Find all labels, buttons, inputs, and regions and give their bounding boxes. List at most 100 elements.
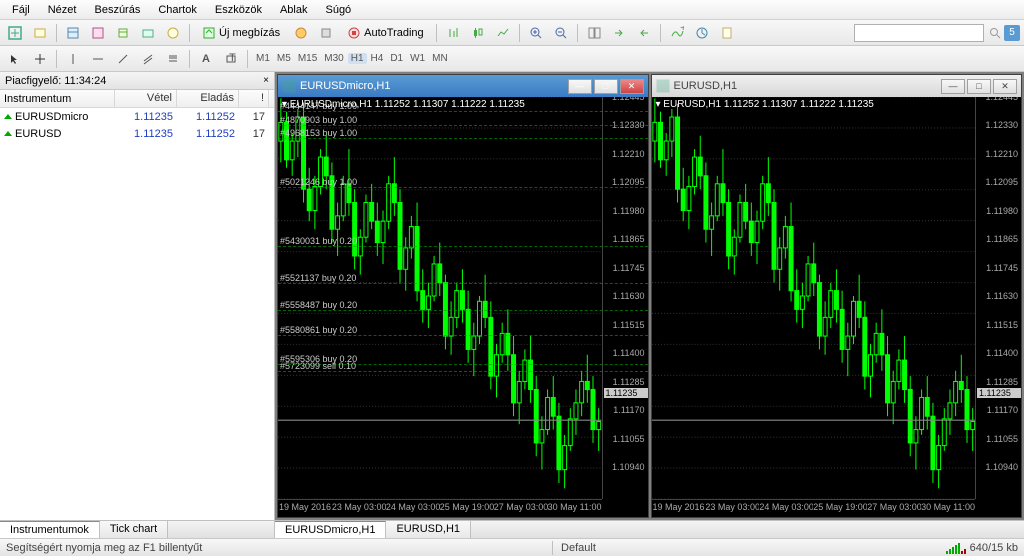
zoom-out-button[interactable] [550, 22, 572, 44]
channel-button[interactable] [137, 48, 159, 70]
expert-advisors-button[interactable] [315, 22, 337, 44]
terminal-button[interactable] [137, 22, 159, 44]
auto-scroll-button[interactable] [608, 22, 630, 44]
menu-beszúrás[interactable]: Beszúrás [86, 2, 148, 18]
symbol-arrow-icon [4, 113, 12, 121]
order-line[interactable] [278, 125, 648, 126]
tile-windows-button[interactable] [583, 22, 605, 44]
close-button[interactable]: ✕ [993, 79, 1017, 94]
status-profile[interactable]: Default [561, 542, 596, 554]
crosshair-button[interactable] [29, 48, 51, 70]
order-label: #5521137 buy 0.20 [280, 273, 356, 283]
market-watch-row[interactable]: EURUSD1.112351.1125217 [0, 125, 274, 142]
hline-button[interactable] [87, 48, 109, 70]
timeframe-H4[interactable]: H4 [368, 53, 387, 64]
order-line[interactable] [278, 371, 648, 372]
chart-title-bar[interactable]: EURUSD,H1—□✕ [652, 75, 1022, 97]
timeframe-M1[interactable]: M1 [253, 53, 273, 64]
order-label: #5021246 buy 1.00 [280, 177, 357, 187]
text-button[interactable]: A [195, 48, 217, 70]
order-line[interactable] [278, 138, 648, 139]
new-order-button[interactable]: Új megbízás [195, 22, 287, 44]
indicators-button[interactable]: + [666, 22, 688, 44]
data-window-button[interactable] [87, 22, 109, 44]
y-tick-label: 1.11055 [986, 434, 1018, 444]
order-line[interactable] [278, 111, 648, 112]
menu-nézet[interactable]: Nézet [40, 2, 85, 18]
y-tick-label: 1.11630 [986, 291, 1018, 301]
close-button[interactable]: ✕ [620, 79, 644, 94]
col-instrument[interactable]: Instrumentum [0, 90, 115, 107]
timeframe-M30[interactable]: M30 [321, 53, 346, 64]
bid-value: 1.11235 [115, 127, 177, 141]
y-tick-label: 1.10940 [612, 462, 645, 472]
market-watch-button[interactable] [62, 22, 84, 44]
trendline-button[interactable] [112, 48, 134, 70]
profiles-button[interactable] [29, 22, 51, 44]
fibo-button[interactable] [162, 48, 184, 70]
search-button[interactable] [986, 24, 1004, 42]
maximize-button[interactable]: □ [967, 79, 991, 94]
menu-chartok[interactable]: Chartok [150, 2, 205, 18]
status-connection[interactable]: 640/15 kb [970, 542, 1018, 554]
market-watch-close-icon[interactable]: × [263, 75, 269, 86]
chart-body[interactable]: ▾ EURUSD,H1 1.11252 1.11307 1.11222 1.11… [652, 97, 1022, 517]
bar-chart-button[interactable] [442, 22, 464, 44]
order-line[interactable] [278, 187, 648, 188]
order-line[interactable] [278, 310, 648, 311]
timeframe-H1[interactable]: H1 [348, 53, 367, 64]
chart-canvas[interactable] [278, 97, 602, 499]
x-tick-label: 25 May 19:00 [440, 500, 494, 517]
line-chart-button[interactable] [492, 22, 514, 44]
order-line[interactable] [278, 283, 648, 284]
tab-eurusd-h1[interactable]: EURUSD,H1 [386, 521, 471, 538]
order-line[interactable] [278, 246, 648, 247]
menu-ablak[interactable]: Ablak [272, 2, 316, 18]
timeframe-D1[interactable]: D1 [387, 53, 406, 64]
chart-title-bar[interactable]: EURUSDmicro,H1—□✕ [278, 75, 648, 97]
minimize-button[interactable]: — [568, 79, 592, 94]
ask-value: 1.11252 [177, 110, 239, 124]
timeframe-MN[interactable]: MN [429, 53, 451, 64]
zoom-in-button[interactable] [525, 22, 547, 44]
y-tick-label: 1.11865 [986, 234, 1018, 244]
col-spread[interactable]: ! [239, 90, 269, 107]
vline-button[interactable] [62, 48, 84, 70]
chart-canvas[interactable] [652, 97, 976, 499]
timeframe-M5[interactable]: M5 [274, 53, 294, 64]
new-chart-button[interactable] [4, 22, 26, 44]
menu-fájl[interactable]: Fájl [4, 2, 38, 18]
cursor-button[interactable] [4, 48, 26, 70]
timeframe-M15[interactable]: M15 [295, 53, 320, 64]
col-bid[interactable]: Vétel [115, 90, 177, 107]
timeframe-W1[interactable]: W1 [407, 53, 428, 64]
metaquotes-button[interactable] [290, 22, 312, 44]
signals-button[interactable]: 5 [1004, 25, 1020, 41]
maximize-button[interactable]: □ [594, 79, 618, 94]
tab-eurusdmicro-h1[interactable]: EURUSDmicro,H1 [275, 521, 386, 538]
chart-shift-button[interactable] [633, 22, 655, 44]
text-label-button[interactable]: T [220, 48, 242, 70]
autotrading-button[interactable]: AutoTrading [340, 22, 431, 44]
y-tick-label: 1.12095 [985, 177, 1018, 187]
y-tick-label: 1.11980 [986, 206, 1018, 216]
strategy-tester-button[interactable] [162, 22, 184, 44]
navigator-button[interactable] [112, 22, 134, 44]
tab-tick-chart[interactable]: Tick chart [100, 521, 168, 538]
templates-button[interactable] [716, 22, 738, 44]
y-tick-label: 1.11515 [986, 320, 1018, 330]
menu-eszközök[interactable]: Eszközök [207, 2, 270, 18]
order-line[interactable] [278, 335, 648, 336]
order-label: #5558487 buy 0.20 [280, 300, 357, 310]
chart-body[interactable]: ▾ EURUSDmicro,H1 1.11252 1.11307 1.11222… [278, 97, 648, 517]
minimize-button[interactable]: — [941, 79, 965, 94]
candlestick-button[interactable] [467, 22, 489, 44]
search-input[interactable] [854, 24, 984, 42]
market-watch-row[interactable]: EURUSDmicro1.112351.1125217 [0, 108, 274, 125]
menu-súgó[interactable]: Súgó [317, 2, 359, 18]
y-tick-label: 1.11170 [987, 405, 1018, 415]
periods-button[interactable] [691, 22, 713, 44]
col-ask[interactable]: Eladás [177, 90, 239, 107]
tab-instrumentumok[interactable]: Instrumentumok [0, 521, 100, 538]
status-help: Segítségért nyomja meg az F1 billentyűt [6, 542, 202, 554]
